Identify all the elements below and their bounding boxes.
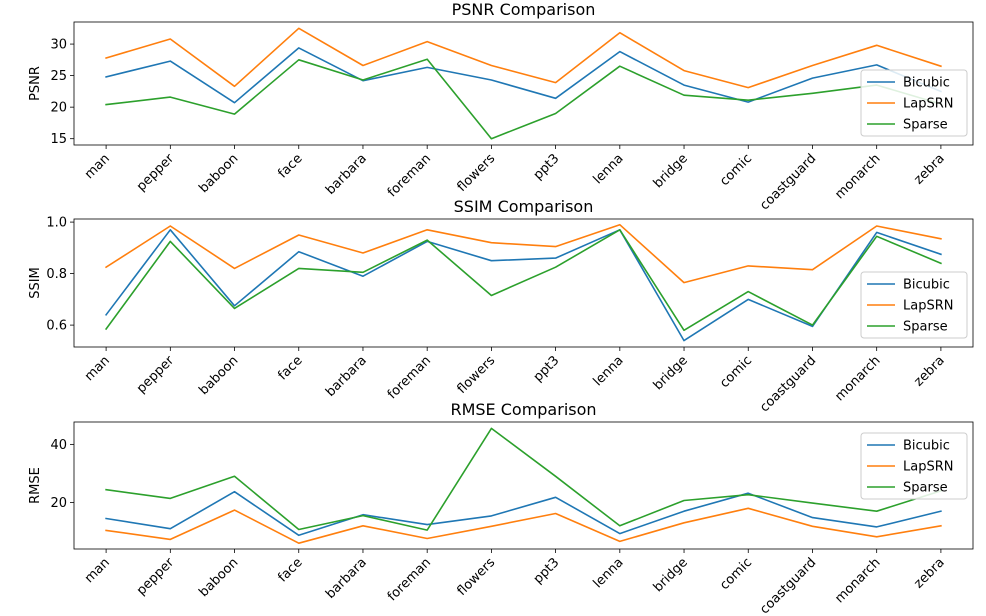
psnr-x-tick-label: barbara bbox=[323, 151, 370, 198]
psnr-y-tick-label: 20 bbox=[50, 101, 67, 116]
psnr-x-tick-label: baboon bbox=[196, 151, 241, 196]
rmse-series-line-lapsrn bbox=[105, 507, 942, 545]
psnr-y-axis-label: PSNR bbox=[28, 66, 43, 101]
ssim-x-tick-label: barbara bbox=[323, 353, 370, 400]
ssim-x-tick-label: man bbox=[82, 353, 113, 384]
rmse-y-tick-label: 20 bbox=[50, 496, 67, 511]
ssim-x-tick-label: monarch bbox=[832, 353, 883, 404]
ssim-series-line-bicubic bbox=[104, 229, 942, 342]
ssim-x-tick-label: comic bbox=[717, 353, 755, 391]
rmse-x-tick-label: ppt3 bbox=[531, 555, 563, 587]
psnr-x-tick-label: bridge bbox=[651, 151, 691, 191]
rmse-x-tick-label: lenna bbox=[591, 555, 627, 591]
ssim-x-tick-label: coastguard bbox=[757, 353, 819, 415]
ssim-x-tick-label: baboon bbox=[196, 353, 241, 398]
psnr-series-line-lapsrn bbox=[105, 27, 942, 89]
rmse-legend-label-lapsrn: LapSRN bbox=[903, 460, 953, 475]
rmse-x-tick-label: bridge bbox=[651, 555, 691, 595]
psnr-legend-box bbox=[860, 69, 968, 137]
rmse-x-tick-label: baboon bbox=[196, 555, 241, 600]
psnr-x-tick-label: ppt3 bbox=[531, 151, 563, 183]
rmse-x-tick-label: barbara bbox=[323, 555, 370, 602]
psnr-chart: PSNR Comparison PSNR 15 20 25 30 man pepper babo… bbox=[28, 0, 974, 213]
rmse-chart: RMSE Comparison RMSE 20 40 man pepper baboon fa… bbox=[28, 400, 974, 616]
ssim-x-tick-label: face bbox=[275, 353, 305, 383]
ssim-legend: Bicubic LapSRN Sparse bbox=[860, 271, 968, 339]
psnr-x-tick-label: flowers bbox=[454, 151, 498, 195]
rmse-x-tick-label: zebra bbox=[911, 555, 947, 591]
rmse-x-tick-label: foreman bbox=[385, 555, 434, 604]
rmse-x-tick-label: man bbox=[82, 555, 113, 586]
ssim-series-line-lapsrn bbox=[104, 223, 942, 284]
ssim-x-tick-label: foreman bbox=[385, 353, 434, 402]
psnr-x-tick-label: comic bbox=[717, 151, 755, 189]
psnr-legend-label-bicubic: Bicubic bbox=[903, 76, 950, 91]
ssim-plot-frame bbox=[73, 218, 974, 348]
psnr-chart-title: PSNR Comparison bbox=[452, 0, 596, 19]
ssim-x-tick-label: zebra bbox=[911, 353, 947, 389]
rmse-x-tick-label: coastguard bbox=[757, 555, 819, 616]
psnr-x-tick-label: lenna bbox=[591, 151, 627, 187]
ssim-x-tick-label: lenna bbox=[591, 353, 627, 389]
ssim-series-line-sparse bbox=[104, 229, 942, 332]
rmse-legend-box bbox=[860, 432, 968, 500]
psnr-x-tick-label: man bbox=[82, 151, 113, 182]
ssim-x-tick-label: ppt3 bbox=[531, 353, 563, 385]
psnr-y-tick-label: 15 bbox=[50, 132, 67, 147]
psnr-x-tick-label: pepper bbox=[134, 151, 178, 195]
rmse-x-tick-label: face bbox=[275, 555, 305, 585]
rmse-y-tick-label: 40 bbox=[50, 438, 67, 453]
rmse-series-line-bicubic bbox=[105, 490, 942, 537]
rmse-x-tick-label: pepper bbox=[134, 555, 178, 599]
ssim-x-tick-label: pepper bbox=[134, 353, 178, 397]
ssim-x-tick-label: flowers bbox=[454, 353, 498, 397]
psnr-plot-frame bbox=[73, 21, 974, 146]
rmse-legend: Bicubic LapSRN Sparse bbox=[860, 432, 968, 500]
ssim-y-tick-label: 0.8 bbox=[46, 267, 67, 282]
ssim-legend-box bbox=[860, 271, 968, 339]
rmse-chart-title: RMSE Comparison bbox=[450, 400, 596, 419]
rmse-legend-label-bicubic: Bicubic bbox=[903, 439, 950, 454]
ssim-chart-title: SSIM Comparison bbox=[454, 197, 594, 216]
ssim-chart: SSIM Comparison SSIM 0.6 0.8 1.0 man pepper bab… bbox=[28, 197, 974, 415]
ssim-legend-label-lapsrn: LapSRN bbox=[903, 299, 953, 314]
rmse-legend-label-sparse: Sparse bbox=[903, 481, 948, 496]
ssim-y-axis-label: SSIM bbox=[28, 267, 43, 299]
rmse-x-tick-label: comic bbox=[717, 555, 755, 593]
ssim-x-tick-label: bridge bbox=[651, 353, 691, 393]
ssim-legend-label-bicubic: Bicubic bbox=[903, 278, 950, 293]
psnr-x-tick-label: face bbox=[275, 151, 305, 181]
psnr-series-line-bicubic bbox=[105, 47, 942, 104]
psnr-x-tick-label: zebra bbox=[911, 151, 947, 187]
rmse-x-tick-label: flowers bbox=[454, 555, 498, 599]
psnr-y-tick-label: 30 bbox=[50, 38, 67, 53]
psnr-legend-label-sparse: Sparse bbox=[903, 118, 948, 133]
psnr-x-tick-label: monarch bbox=[832, 151, 883, 202]
rmse-y-axis-label: RMSE bbox=[28, 467, 43, 504]
ssim-y-tick-label: 1.0 bbox=[46, 216, 67, 231]
psnr-y-tick-label: 25 bbox=[50, 69, 67, 84]
psnr-legend-label-lapsrn: LapSRN bbox=[903, 97, 953, 112]
psnr-legend: Bicubic LapSRN Sparse bbox=[860, 69, 968, 137]
rmse-plot-frame bbox=[73, 421, 974, 550]
psnr-series-line-sparse bbox=[105, 58, 942, 140]
psnr-x-tick-label: foreman bbox=[385, 151, 434, 200]
rmse-series-line-sparse bbox=[105, 427, 942, 531]
ssim-y-tick-label: 0.6 bbox=[46, 319, 67, 334]
ssim-legend-label-sparse: Sparse bbox=[903, 320, 948, 335]
psnr-x-tick-label: coastguard bbox=[757, 151, 819, 213]
rmse-x-tick-label: monarch bbox=[832, 555, 883, 606]
